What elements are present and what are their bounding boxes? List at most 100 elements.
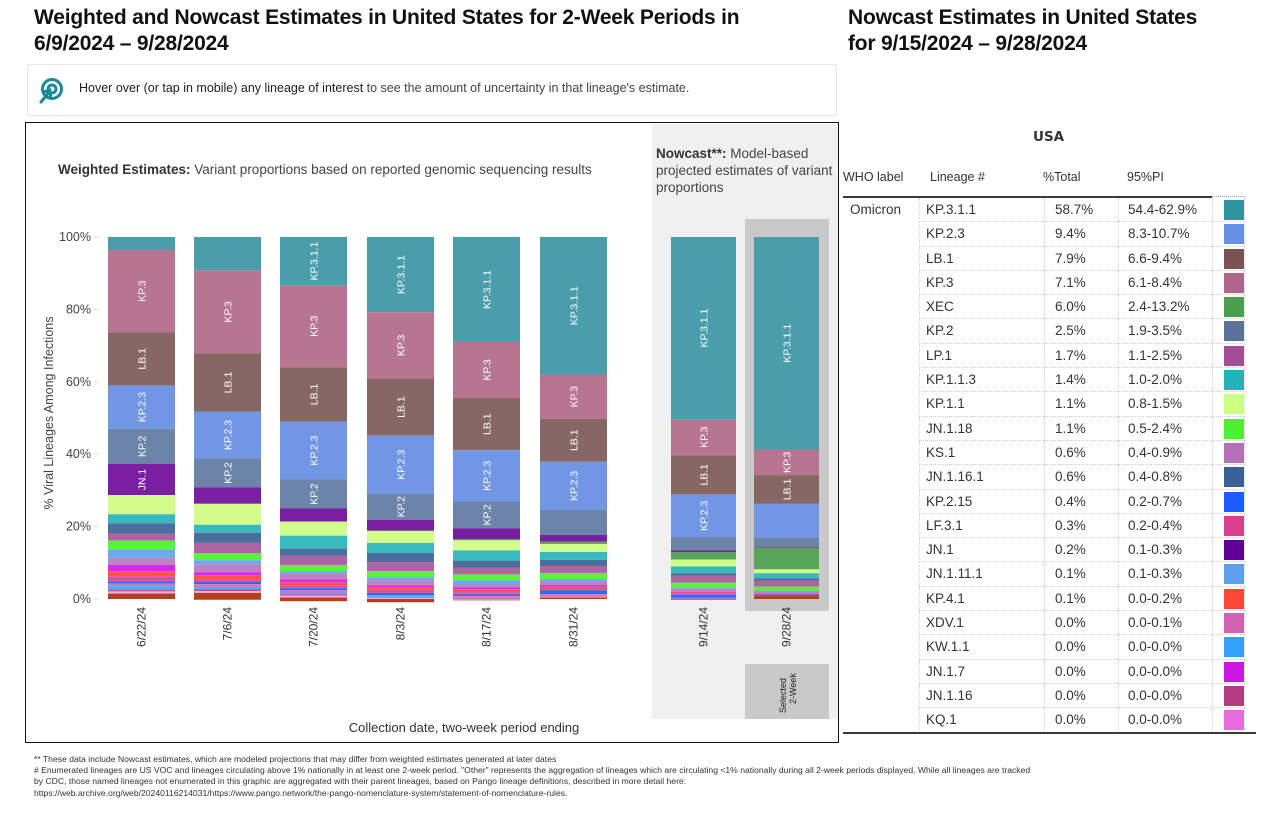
bar-segment-xdv-1[interactable] (453, 596, 520, 598)
bar-segment-kp-1-1[interactable] (367, 530, 434, 543)
bar-segment-jn-1-18[interactable] (671, 582, 736, 588)
bar-segment-kp-4-1[interactable] (194, 575, 261, 580)
bar-segment-kp-1-1-3[interactable] (754, 573, 819, 579)
bar-segment-jn-1-18[interactable] (367, 571, 434, 578)
bar-segment-lb-1[interactable] (540, 418, 607, 462)
bar-column-7-20-24[interactable]: KP.3.1.1 KP.3 LB.1 KP.2.3 KP.2 (280, 237, 347, 602)
bar-segment-ks-1[interactable] (108, 557, 175, 565)
bar-segment-kp-1-1[interactable] (280, 521, 347, 536)
bar-segment-kp-2-15[interactable] (453, 594, 520, 597)
bar-segment-kp-3[interactable] (754, 449, 819, 476)
table-row[interactable]: KP.2.15 0.4% 0.2-0.7% (843, 489, 1245, 514)
bar-segment-kp-2[interactable] (540, 509, 607, 535)
bar-segment-lp-1[interactable] (108, 533, 175, 541)
bar-segment-jn-1-16-1[interactable] (453, 560, 520, 568)
bar-segment-jn-1[interactable] (671, 550, 736, 553)
bar-segment-lf-3-1[interactable] (453, 592, 520, 595)
bar-segment-jn-1-16-1[interactable] (108, 523, 175, 534)
bar-segment-kp-1-1[interactable] (453, 540, 520, 551)
bar-segment-jn-1[interactable] (194, 487, 261, 504)
selected-period-label-box[interactable] (745, 664, 829, 719)
bar-segment-kw-1-1[interactable] (540, 595, 607, 597)
bar-segment-lf-3-1[interactable] (671, 593, 736, 595)
bar-segment-kp-2-3[interactable] (280, 421, 347, 480)
bar-segment-jn-1-11-1[interactable] (754, 590, 819, 592)
bar-segment-jn-1-16-1[interactable] (671, 573, 736, 576)
bar-segment-lf-3-1[interactable] (108, 576, 175, 582)
bar-segment-kp-3[interactable] (280, 285, 347, 368)
bar-segment-other[interactable] (453, 599, 520, 601)
bar-segment-jn-1-16[interactable] (540, 596, 607, 597)
bar-segment-kp-2-15[interactable] (108, 581, 175, 584)
bar-segment-kp-2-3[interactable] (108, 385, 175, 429)
bar-segment-kp-3[interactable] (671, 419, 736, 456)
table-row[interactable]: LF.3.1 0.3% 0.2-0.4% (843, 513, 1245, 539)
bar-segment-jn-1[interactable] (367, 519, 434, 531)
bar-segment-kp-3-1-1[interactable] (671, 237, 736, 420)
bar-segment-lp-1[interactable] (194, 542, 261, 554)
bar-segment-kp-2-15[interactable] (671, 594, 736, 598)
table-row[interactable]: JN.1.16 0.0% 0.0-0.0% (843, 683, 1245, 709)
bar-segment-jn-1-16[interactable] (453, 598, 520, 599)
bar-segment-jn-1-11-1[interactable] (108, 549, 175, 558)
bar-segment-jn-1[interactable] (280, 508, 347, 522)
bar-segment-ks-1[interactable] (194, 564, 261, 573)
bar-segment-other[interactable] (671, 599, 736, 600)
bar-segment-jn-1-7[interactable] (194, 572, 261, 576)
bar-segment-kp-2[interactable] (280, 479, 347, 509)
bar-segment-kp-4-1[interactable] (367, 587, 434, 590)
table-row[interactable]: KP.1.1 1.1% 0.8-1.5% (843, 392, 1245, 417)
bar-segment-lf-3-1[interactable] (540, 588, 607, 591)
bar-segment-jn-1-18[interactable] (280, 564, 347, 572)
bar-segment-lp-1[interactable] (754, 580, 819, 587)
bar-segment-kp-1-1-3[interactable] (194, 524, 261, 533)
bar-segment-kp-1-1-3[interactable] (108, 514, 175, 524)
table-row[interactable]: KP.1.1.3 1.4% 1.0-2.0% (843, 368, 1245, 393)
table-row[interactable]: KS.1 0.6% 0.4-0.9% (843, 440, 1245, 466)
bar-segment-jn-1-7[interactable] (280, 579, 347, 583)
bar-segment-jn-1-16-1[interactable] (367, 553, 434, 563)
bar-segment-kp-3-1-1[interactable] (453, 237, 520, 342)
table-row[interactable]: LB.1 7.9% 6.6-9.4% (843, 246, 1245, 271)
bar-segment-lf-3-1[interactable] (194, 579, 261, 582)
table-row[interactable]: KW.1.1 0.0% 0.0-0.0% (843, 635, 1245, 660)
bar-segment-kp-4-1[interactable] (671, 592, 736, 594)
bar-segment-jn-1-16[interactable] (108, 589, 175, 592)
bar-segment-kq-1[interactable] (280, 595, 347, 598)
table-row[interactable]: KP.3 7.1% 6.1-8.4% (843, 270, 1245, 296)
bar-segment-kp-2[interactable] (194, 458, 261, 488)
bar-segment-kw-1-1[interactable] (453, 597, 520, 599)
bar-segment-jn-1-11-1[interactable] (194, 560, 261, 565)
bar-segment-kp-2[interactable] (367, 493, 434, 520)
bar-segment-other[interactable] (754, 596, 819, 599)
bar-segment-jn-1-11-1[interactable] (453, 580, 520, 585)
bar-segment-xdv-1[interactable] (108, 583, 175, 587)
bar-segment-kq-1[interactable] (367, 597, 434, 599)
bar-segment-kp-3[interactable] (453, 341, 520, 399)
bar-segment-jn-1-11-1[interactable] (280, 571, 347, 574)
bar-segment-ks-1[interactable] (671, 588, 736, 592)
bar-segment-lp-1[interactable] (280, 555, 347, 565)
footnote-link[interactable]: https://web.archive.org/web/202401162140… (34, 787, 568, 798)
bar-segment-kp-1-1-3[interactable] (453, 550, 520, 561)
bar-segment-kp-2-15[interactable] (194, 581, 261, 585)
bar-segment-kp-3-1-1[interactable] (194, 237, 261, 271)
bar-segment-kp-1-1-3[interactable] (367, 542, 434, 554)
bar-segment-kw-1-1[interactable] (671, 598, 736, 599)
bar-segment-jn-1[interactable] (540, 534, 607, 542)
bar-segment-lb-1[interactable] (754, 475, 819, 504)
bar-segment-jn-1-16-1[interactable] (754, 578, 819, 581)
bar-segment-lb-1[interactable] (453, 398, 520, 451)
bar-segment-kp-4-1[interactable] (540, 586, 607, 589)
bar-segment-kp-2-3[interactable] (194, 411, 261, 459)
bar-segment-jn-1[interactable] (108, 463, 175, 496)
bar-segment-jn-1-16-1[interactable] (540, 559, 607, 567)
bar-segment-jn-1-16-1[interactable] (194, 532, 261, 543)
table-row[interactable]: JN.1.16.1 0.6% 0.4-0.8% (843, 465, 1245, 490)
bar-segment-jn-1-18[interactable] (754, 586, 819, 591)
bar-segment-jn-1[interactable] (453, 528, 520, 540)
bar-segment-kp-2-3[interactable] (671, 494, 736, 538)
bar-segment-jn-1-7[interactable] (671, 591, 736, 593)
bar-segment-kw-1-1[interactable] (367, 596, 434, 598)
bar-segment-xdv-1[interactable] (280, 590, 347, 593)
